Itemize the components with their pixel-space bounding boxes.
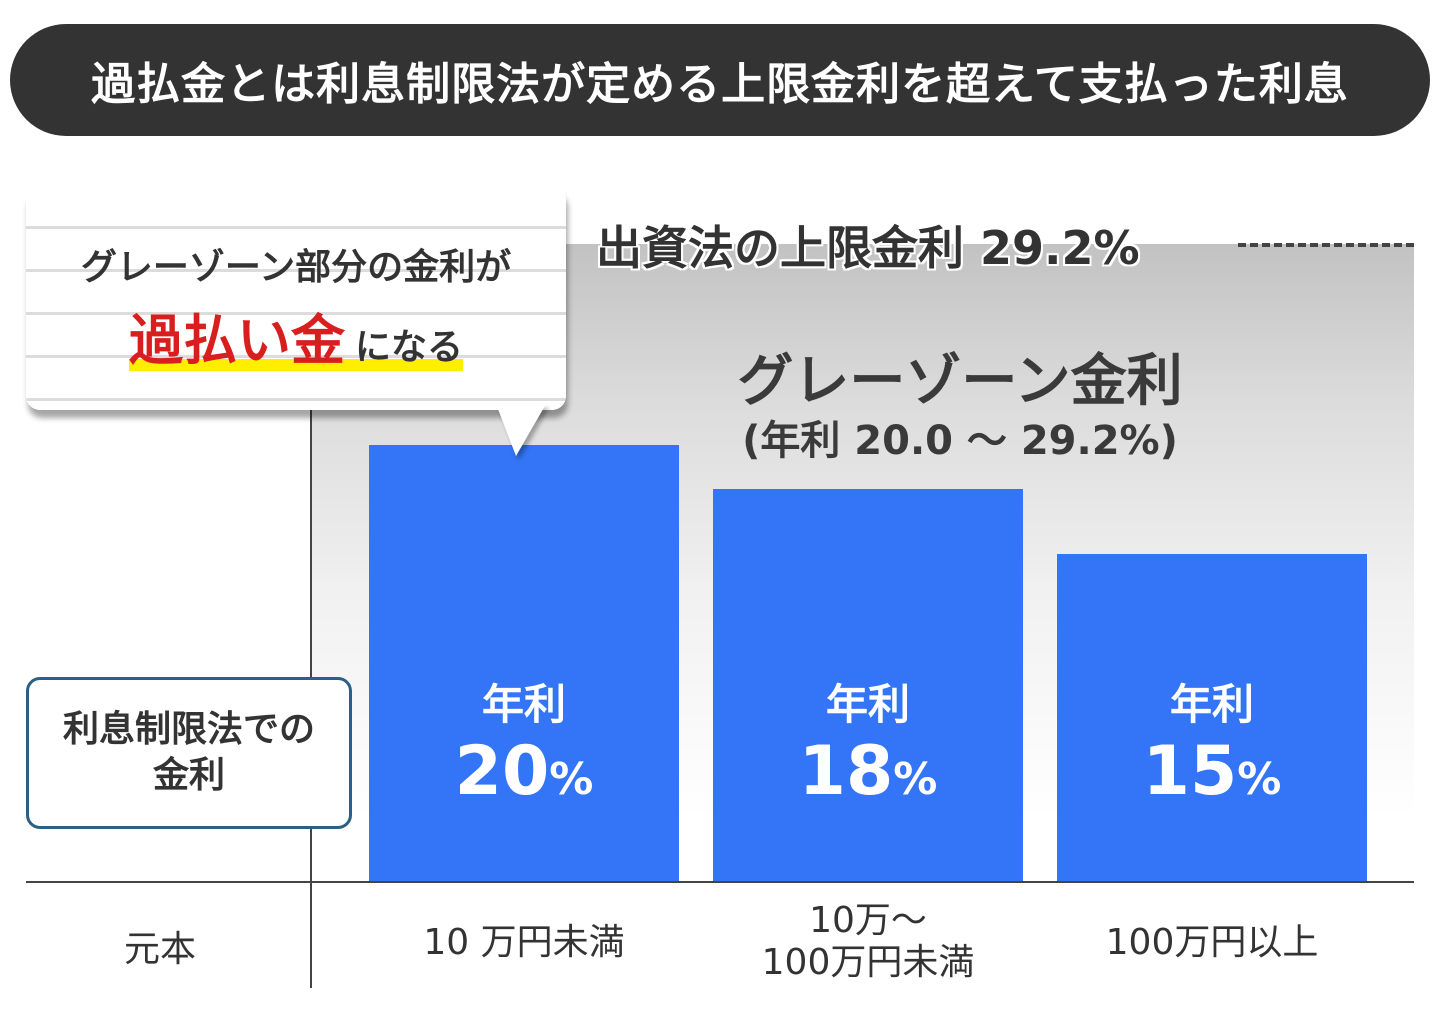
callout-tail <box>496 404 546 456</box>
callout-highlight: 過払い金 になる <box>128 296 464 375</box>
bar-2 <box>713 488 1023 882</box>
bar-3 <box>1057 554 1367 882</box>
x-tick-label-2: 10万～ 100万円未満 <box>761 900 975 983</box>
bar-1 <box>369 445 679 882</box>
callout-text-line-2: 過払い金 になる <box>26 296 566 375</box>
bar-value-label-3: 年利 15% <box>1142 680 1282 811</box>
x-tick-label-3: 100万円以上 <box>1105 922 1319 963</box>
bar-value-label-1: 年利 20% <box>454 680 594 811</box>
y-axis-label-box: 利息制限法での 金利 <box>26 677 352 829</box>
x-axis-label: 元本 <box>123 929 196 970</box>
upper-limit-dashed-line <box>1238 243 1414 247</box>
title-banner: 過払金とは利息制限法が定める上限金利を超えて支払った利息 <box>10 24 1430 136</box>
callout-text-line-1: グレーゾーン部分の金利が <box>80 247 512 288</box>
bar-value-label-2: 年利 18% <box>798 680 938 811</box>
y-axis-label-line-2: 金利 <box>152 755 225 796</box>
x-tick-label-1: 10 万円未満 <box>423 922 625 963</box>
callout-highlight-word: 過払い金 <box>128 309 345 372</box>
chart-title: 過払金とは利息制限法が定める上限金利を超えて支払った利息 <box>91 59 1349 110</box>
upper-limit-label: 出資法の上限金利 29.2% <box>596 221 1140 275</box>
gray-zone-range: (年利 20.0 ～ 29.2%) <box>742 418 1178 464</box>
y-axis-label-line-1: 利息制限法での <box>62 709 315 750</box>
callout-bubble <box>26 186 566 410</box>
gray-zone-title: グレーゾーン金利 <box>737 349 1183 414</box>
x-axis-baseline <box>26 881 1414 883</box>
callout-suffix: になる <box>354 327 463 368</box>
